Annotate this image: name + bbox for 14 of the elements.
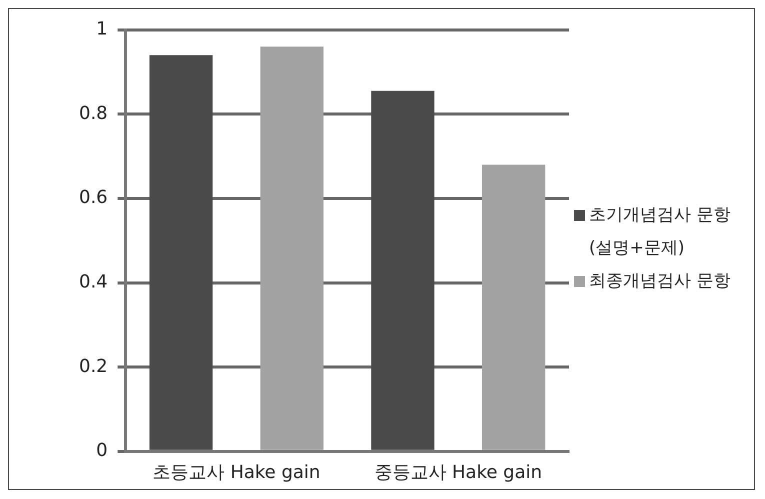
legend-label: 최종개념검사 문항 [589,270,730,293]
y-tick-label: 1 [96,18,108,40]
bar [482,164,546,450]
bar [149,55,213,450]
bar [260,46,324,450]
y-tick-label: 0.2 [78,356,108,377]
y-tick-label: 0 [96,440,108,462]
y-tick-label: 0.4 [78,271,108,292]
y-tick-label: 0.6 [78,187,108,208]
bar [371,90,434,450]
legend-label: 초기개념검사 문항 (설명+문제) [589,204,732,260]
y-tick-label: 0.8 [78,102,108,124]
x-tick-label: 초등교사 Hake gain [152,462,320,483]
x-tick-label: 중등교사 Hake gain [374,462,542,483]
